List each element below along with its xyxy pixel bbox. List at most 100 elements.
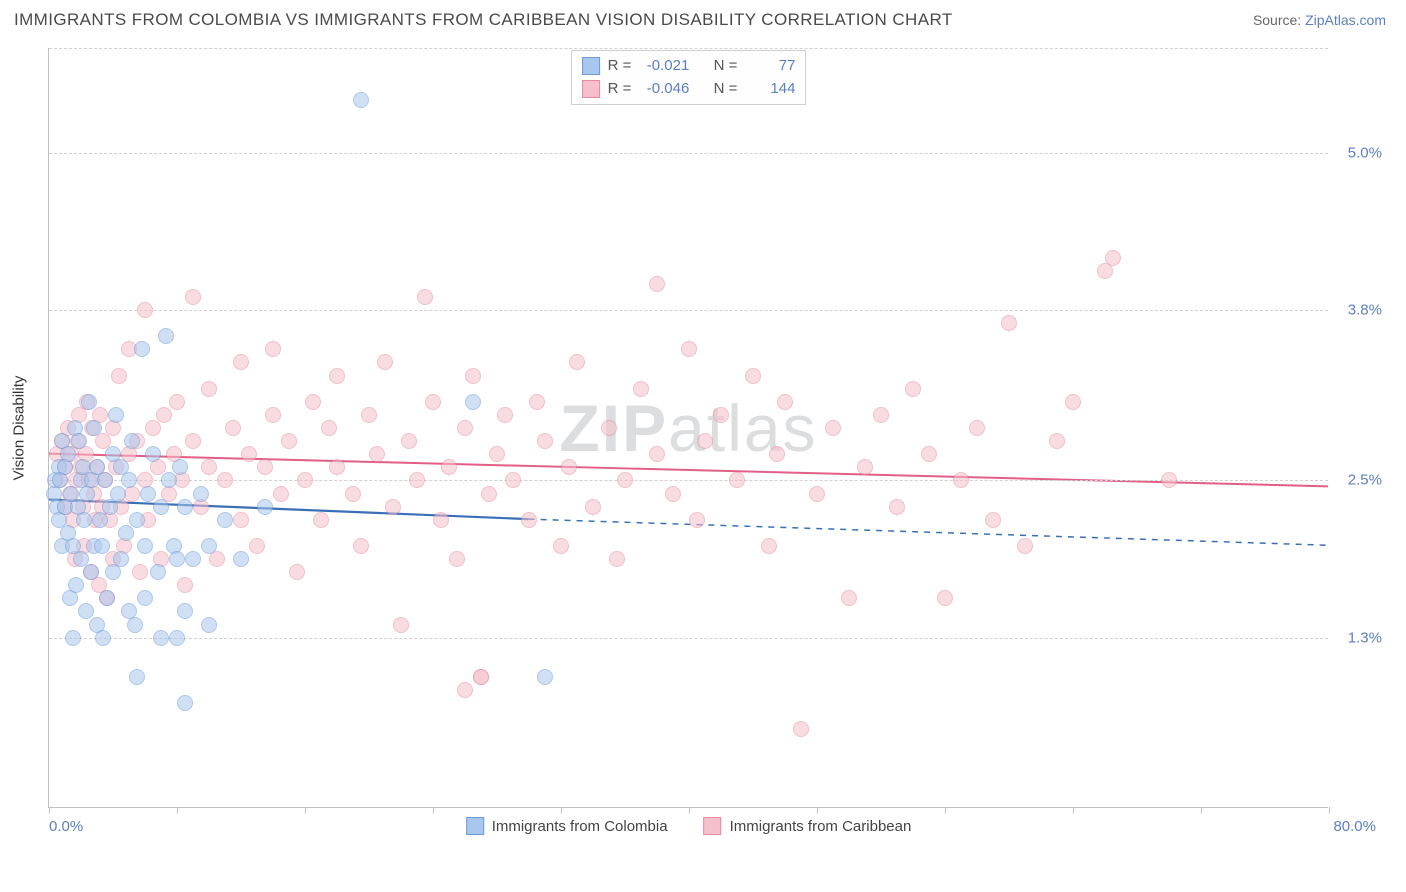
- n-label-2: N =: [714, 78, 738, 101]
- legend-item-caribbean: Immigrants from Caribbean: [704, 817, 912, 835]
- point-caribbean: [441, 459, 457, 475]
- point-caribbean: [273, 486, 289, 502]
- point-colombia: [158, 328, 174, 344]
- swatch-colombia-icon: [466, 817, 484, 835]
- point-colombia: [65, 630, 81, 646]
- point-caribbean: [281, 433, 297, 449]
- swatch-caribbean-icon: [582, 80, 600, 98]
- point-caribbean: [457, 682, 473, 698]
- point-colombia: [150, 564, 166, 580]
- point-caribbean: [433, 512, 449, 528]
- point-caribbean: [793, 721, 809, 737]
- point-caribbean: [1105, 250, 1121, 266]
- point-colombia: [465, 394, 481, 410]
- point-caribbean: [185, 289, 201, 305]
- source-link[interactable]: ZipAtlas.com: [1305, 12, 1386, 28]
- point-caribbean: [401, 433, 417, 449]
- point-caribbean: [745, 368, 761, 384]
- point-colombia: [99, 590, 115, 606]
- point-colombia: [217, 512, 233, 528]
- point-colombia: [193, 486, 209, 502]
- point-colombia: [94, 538, 110, 554]
- point-colombia: [137, 590, 153, 606]
- point-caribbean: [649, 446, 665, 462]
- point-colombia: [71, 433, 87, 449]
- point-colombia: [201, 538, 217, 554]
- point-colombia: [353, 92, 369, 108]
- swatch-colombia-icon: [582, 57, 600, 75]
- gridline: [49, 48, 1328, 49]
- point-caribbean: [345, 486, 361, 502]
- watermark-suffix: atlas: [668, 391, 817, 465]
- stats-legend-box: R = -0.021 N = 77 R = -0.046 N = 144: [571, 50, 807, 105]
- point-colombia: [153, 630, 169, 646]
- point-colombia: [177, 603, 193, 619]
- gridline: [49, 638, 1328, 639]
- point-colombia: [95, 630, 111, 646]
- point-caribbean: [569, 354, 585, 370]
- point-caribbean: [617, 472, 633, 488]
- point-caribbean: [985, 512, 1001, 528]
- x-tick: [1201, 807, 1202, 813]
- point-caribbean: [489, 446, 505, 462]
- chart-header: IMMIGRANTS FROM COLOMBIA VS IMMIGRANTS F…: [0, 0, 1406, 36]
- gridline: [49, 310, 1328, 311]
- point-colombia: [76, 512, 92, 528]
- point-colombia: [257, 499, 273, 515]
- point-colombia: [201, 617, 217, 633]
- point-caribbean: [505, 472, 521, 488]
- point-colombia: [108, 407, 124, 423]
- x-tick: [945, 807, 946, 813]
- point-colombia: [129, 669, 145, 685]
- y-tick-label: 1.3%: [1348, 629, 1382, 646]
- point-colombia: [92, 512, 108, 528]
- point-caribbean: [417, 289, 433, 305]
- x-tick: [689, 807, 690, 813]
- x-tick: [1329, 807, 1330, 813]
- point-colombia: [537, 669, 553, 685]
- point-caribbean: [649, 276, 665, 292]
- point-caribbean: [553, 538, 569, 554]
- point-colombia: [113, 551, 129, 567]
- point-caribbean: [265, 341, 281, 357]
- point-colombia: [172, 459, 188, 475]
- point-caribbean: [457, 420, 473, 436]
- point-caribbean: [233, 512, 249, 528]
- point-caribbean: [132, 564, 148, 580]
- point-caribbean: [1065, 394, 1081, 410]
- point-caribbean: [185, 433, 201, 449]
- point-colombia: [86, 420, 102, 436]
- point-caribbean: [1049, 433, 1065, 449]
- point-caribbean: [201, 381, 217, 397]
- swatch-caribbean-icon: [704, 817, 722, 835]
- point-caribbean: [249, 538, 265, 554]
- point-colombia: [153, 499, 169, 515]
- point-caribbean: [425, 394, 441, 410]
- point-caribbean: [313, 512, 329, 528]
- point-caribbean: [145, 420, 161, 436]
- point-caribbean: [529, 394, 545, 410]
- point-caribbean: [233, 354, 249, 370]
- legend-label-caribbean: Immigrants from Caribbean: [730, 818, 912, 835]
- point-caribbean: [585, 499, 601, 515]
- y-tick-label: 3.8%: [1348, 302, 1382, 319]
- point-caribbean: [465, 368, 481, 384]
- point-caribbean: [321, 420, 337, 436]
- point-caribbean: [561, 459, 577, 475]
- point-colombia: [177, 499, 193, 515]
- point-caribbean: [369, 446, 385, 462]
- point-colombia: [97, 472, 113, 488]
- x-tick: [817, 807, 818, 813]
- gridline: [49, 480, 1328, 481]
- bottom-legend: Immigrants from Colombia Immigrants from…: [466, 817, 912, 835]
- point-colombia: [140, 486, 156, 502]
- chart-container: ZIPatlas R = -0.021 N = 77 R = -0.046 N …: [48, 48, 1378, 828]
- point-colombia: [81, 394, 97, 410]
- r-value-colombia: -0.021: [639, 55, 689, 78]
- point-colombia: [110, 486, 126, 502]
- x-tick: [433, 807, 434, 813]
- chart-title: IMMIGRANTS FROM COLOMBIA VS IMMIGRANTS F…: [14, 10, 953, 30]
- point-colombia: [137, 538, 153, 554]
- point-caribbean: [777, 394, 793, 410]
- point-colombia: [185, 551, 201, 567]
